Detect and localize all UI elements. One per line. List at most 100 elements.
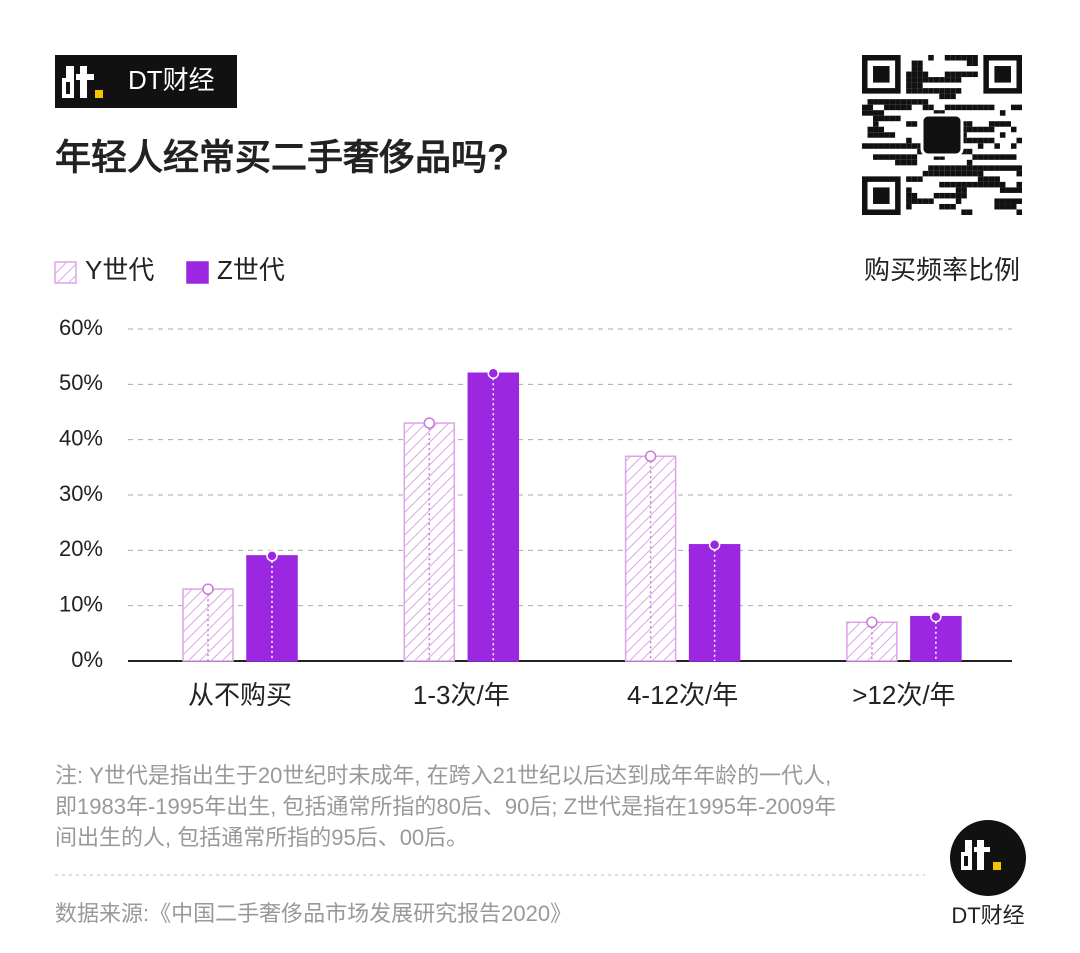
y-tick-label: 10% [59, 591, 103, 616]
note-line: 即1983年-1995年出生, 包括通常所指的80后、90后; Z世代是指在19… [55, 794, 836, 819]
qr-cell [994, 176, 1000, 182]
qr-cell [911, 71, 918, 78]
qr-cell [906, 187, 912, 193]
x-tick-label: 4-12次/年 [627, 680, 738, 710]
qr-cell [944, 77, 951, 83]
qr-cell [917, 82, 923, 89]
qr-cell [873, 121, 879, 127]
qr-cell [972, 154, 978, 160]
qr-cell [961, 137, 967, 144]
qr-cell [1016, 104, 1022, 111]
qr-cell [900, 104, 907, 111]
qr-cell [983, 176, 989, 182]
qr-cell [928, 55, 934, 61]
qr-cell [950, 192, 956, 199]
qr-cell [939, 192, 945, 199]
qr-cell [1016, 137, 1022, 144]
qr-cell [1016, 209, 1022, 215]
qr-cell [873, 154, 879, 160]
qr-cell [906, 198, 912, 204]
qr-cell [928, 104, 934, 111]
qr-cell [873, 99, 879, 105]
qr-cell [944, 181, 951, 188]
qr-cell [966, 137, 973, 144]
legend-label: Y世代 [85, 255, 154, 285]
qr-cell [1005, 187, 1011, 193]
qr-cell [955, 104, 962, 111]
qr-cell [955, 88, 962, 94]
qr-cell [911, 154, 918, 160]
qr-cell [955, 192, 962, 199]
qr-cell [999, 198, 1006, 204]
qr-cell [917, 60, 923, 67]
qr-cell [977, 170, 984, 177]
qr-cell [944, 93, 951, 100]
qr-cell [955, 198, 962, 204]
qr-cell [933, 154, 940, 160]
qr-cell [906, 88, 912, 94]
qr-cell [966, 121, 973, 127]
note-line: 间出生的人, 包括通常所指的95后、00后。 [55, 825, 468, 850]
qr-cell [955, 170, 962, 177]
qr-cell [961, 121, 967, 127]
qr-cell [988, 165, 995, 171]
qr-cell [917, 99, 923, 105]
qr-cell [922, 71, 929, 78]
qr-cell [906, 176, 912, 182]
qr-cell [895, 154, 901, 160]
qr-cell [906, 137, 912, 144]
qr-cell [1005, 121, 1011, 127]
qr-cell [977, 154, 984, 160]
qr-cell [944, 55, 951, 61]
qr-cell [955, 165, 962, 171]
x-tick-label: >12次/年 [852, 680, 955, 710]
source: 数据来源:《中国二手奢侈品市场发展研究报告2020》 [55, 901, 572, 926]
qr-cell [999, 121, 1006, 127]
qr-cell [1010, 203, 1017, 210]
qr-cell [961, 181, 967, 188]
bar [403, 422, 456, 662]
qr-cell [922, 170, 929, 177]
qr-cell [939, 93, 945, 100]
y-axis-label: 购买频率比例 [864, 255, 1020, 285]
qr-cell [988, 154, 995, 160]
qr-cell [950, 181, 956, 188]
qr-cell [917, 148, 923, 155]
qr-cell [939, 165, 945, 171]
qr-cell [933, 88, 940, 94]
qr-cell [950, 55, 956, 61]
qr-cell [906, 143, 912, 149]
bar-dot [487, 367, 500, 380]
qr-cell [1010, 154, 1017, 160]
qr-cell [922, 198, 929, 204]
qr-cell [933, 77, 940, 83]
qr-cell [878, 143, 885, 149]
qr-cell [906, 71, 912, 78]
qr-cell [939, 154, 945, 160]
qr-cell [966, 148, 973, 155]
qr-cell [867, 99, 874, 105]
qr-cell [944, 165, 951, 171]
y-tick-label: 0% [71, 647, 103, 672]
brand-box: DT财经 [55, 55, 237, 108]
footer-logo: DT财经 [950, 820, 1026, 928]
qr-cell [961, 55, 967, 61]
qr-cell [900, 99, 907, 105]
qr-cell [972, 55, 978, 61]
qr-cell [878, 126, 885, 133]
qr-code [862, 55, 1022, 215]
qr-cell [884, 115, 890, 122]
qr-cell [961, 170, 967, 177]
qr-cell [994, 198, 1000, 204]
qr-cell [917, 66, 923, 72]
qr-cell [884, 143, 890, 149]
bar-dot [423, 417, 436, 429]
qr-cell [884, 104, 890, 111]
qr-cell [917, 176, 923, 182]
qr-cell [966, 55, 973, 61]
qr-cell [944, 192, 951, 199]
qr-cell [939, 77, 945, 83]
qr-cell [950, 88, 956, 94]
qr-cell [1010, 126, 1017, 133]
qr-cell [889, 104, 896, 111]
